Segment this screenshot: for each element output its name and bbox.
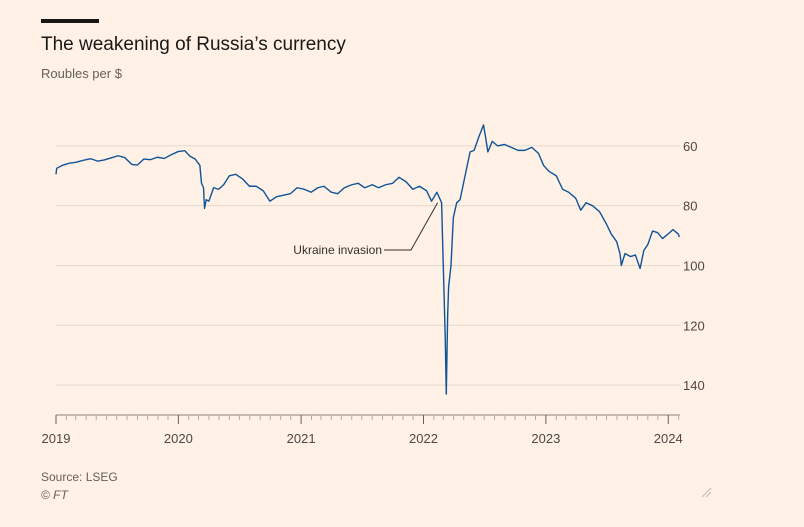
x-tick-label: 2023 <box>531 431 560 446</box>
grid-layer <box>56 145 680 386</box>
title-accent-bar <box>41 19 99 23</box>
chart-title: The weakening of Russia’s currency <box>41 34 346 55</box>
axis-labels: 60 80 100 120 140 2019 2020 2021 2022 2023 2024 <box>42 139 705 446</box>
x-tick-label: 2019 <box>42 431 71 446</box>
rouble-usd-line <box>55 124 680 395</box>
x-tick-label: 2020 <box>164 431 193 446</box>
x-tick-label: 2021 <box>287 431 316 446</box>
source-note: Source: LSEG <box>41 470 118 484</box>
y-tick-label: 60 <box>683 139 697 154</box>
annotation-label: Ukraine invasion <box>293 243 382 257</box>
y-tick-label: 120 <box>683 318 705 333</box>
annotation: Ukraine invasion <box>293 202 439 257</box>
resize-handle-icon[interactable] <box>700 486 712 498</box>
x-tick-label: 2024 <box>654 431 683 446</box>
series-layer <box>55 124 680 395</box>
copyright-note: © FT <box>41 488 68 502</box>
y-tick-label: 100 <box>683 258 705 273</box>
y-tick-label: 140 <box>683 378 705 393</box>
x-tick-label: 2022 <box>409 431 438 446</box>
x-axis <box>55 414 680 424</box>
y-tick-label: 80 <box>683 199 697 214</box>
annotation-leader-line <box>384 202 439 251</box>
chart-subtitle: Roubles per $ <box>41 66 122 81</box>
